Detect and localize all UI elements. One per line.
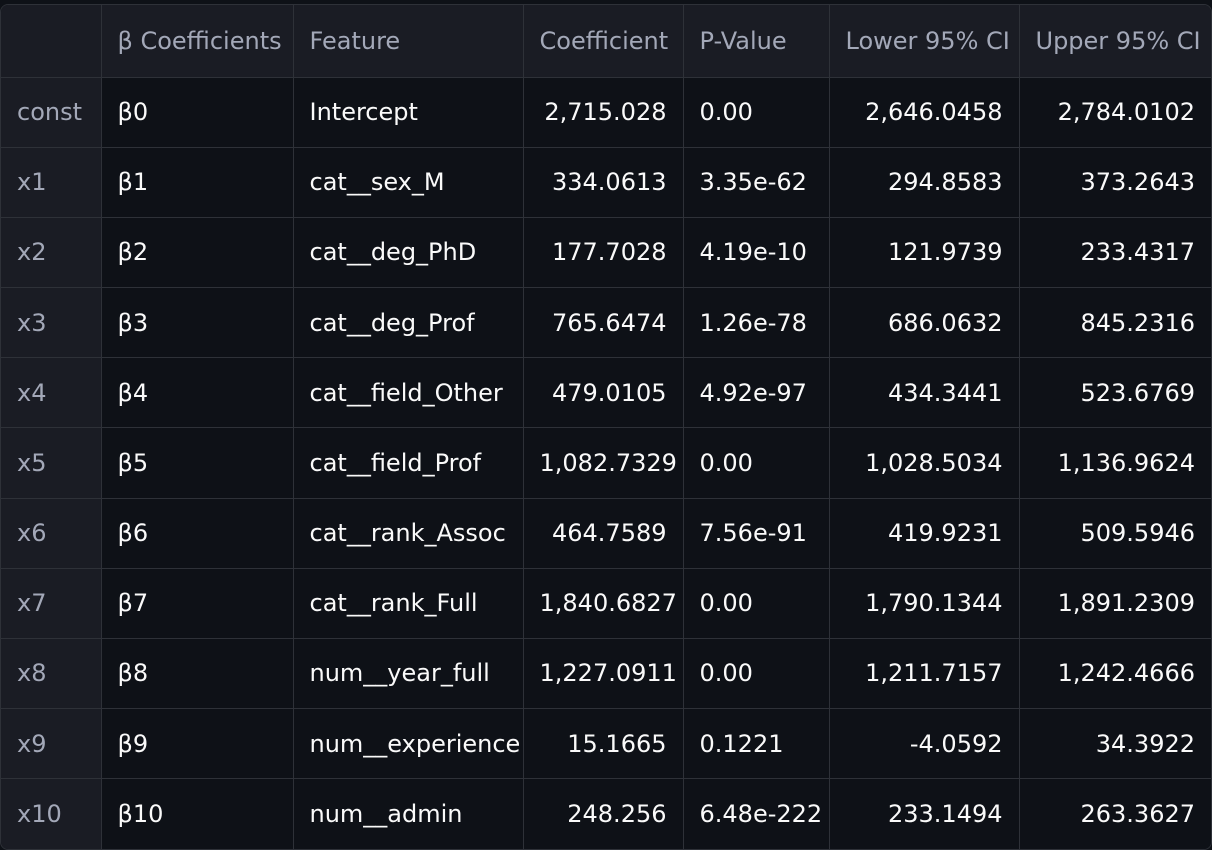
feature-cell[interactable]: cat__deg_PhD bbox=[293, 217, 524, 289]
p-value-cell[interactable]: 0.00 bbox=[683, 77, 830, 148]
feature-cell[interactable]: num__year_full bbox=[293, 638, 524, 710]
table-row: x1 β1 cat__sex_M 334.0613 3.35e-62 294.8583 37… bbox=[1, 147, 1211, 218]
table-row: x6 β6 cat__rank_Assoc 464.7589 7.56e-91 419.9… bbox=[1, 498, 1211, 569]
beta-cell[interactable]: β2 bbox=[101, 217, 294, 289]
coefficients-table-container: β Coefficients Feature Coefficient P-Val… bbox=[0, 4, 1212, 850]
p-value-cell[interactable]: 0.1221 bbox=[683, 708, 830, 780]
upper-ci-cell[interactable]: 233.4317 bbox=[1019, 217, 1211, 289]
p-value-cell[interactable]: 7.56e-91 bbox=[683, 498, 830, 569]
coefficient-cell[interactable]: 248.256 bbox=[523, 778, 684, 849]
row-index-cell[interactable]: x3 bbox=[1, 287, 102, 359]
lower-ci-cell[interactable]: 1,028.5034 bbox=[829, 427, 1020, 499]
table-header-row: β Coefficients Feature Coefficient P-Val… bbox=[1, 5, 1211, 78]
lower-ci-cell[interactable]: 1,211.7157 bbox=[829, 638, 1020, 710]
row-index-cell[interactable]: x1 bbox=[1, 147, 102, 218]
header-coefficient[interactable]: Coefficient bbox=[523, 5, 684, 78]
p-value-cell[interactable]: 3.35e-62 bbox=[683, 147, 830, 218]
upper-ci-cell[interactable]: 2,784.0102 bbox=[1019, 77, 1211, 148]
lower-ci-cell[interactable]: 294.8583 bbox=[829, 147, 1020, 218]
upper-ci-cell[interactable]: 1,891.2309 bbox=[1019, 568, 1211, 639]
p-value-cell[interactable]: 4.92e-97 bbox=[683, 357, 830, 429]
header-index[interactable] bbox=[1, 5, 102, 78]
feature-cell[interactable]: cat__sex_M bbox=[293, 147, 524, 218]
feature-cell[interactable]: cat__deg_Prof bbox=[293, 287, 524, 359]
p-value-cell[interactable]: 4.19e-10 bbox=[683, 217, 830, 289]
lower-ci-cell[interactable]: 686.0632 bbox=[829, 287, 1020, 359]
beta-cell[interactable]: β3 bbox=[101, 287, 294, 359]
table-row: const β0 Intercept 2,715.028 0.00 2,646.0458 2… bbox=[1, 77, 1211, 148]
header-beta-coefficients[interactable]: β Coefficients bbox=[101, 5, 294, 78]
p-value-cell[interactable]: 0.00 bbox=[683, 427, 830, 499]
feature-cell[interactable]: Intercept bbox=[293, 77, 524, 148]
p-value-cell[interactable]: 0.00 bbox=[683, 568, 830, 639]
beta-cell[interactable]: β4 bbox=[101, 357, 294, 429]
lower-ci-cell[interactable]: -4.0592 bbox=[829, 708, 1020, 780]
coefficients-table: β Coefficients Feature Coefficient P-Val… bbox=[1, 5, 1211, 849]
row-index-cell[interactable]: x7 bbox=[1, 568, 102, 639]
row-index-cell[interactable]: x10 bbox=[1, 778, 102, 849]
table-row: x3 β3 cat__deg_Prof 765.6474 1.26e-78 686.063… bbox=[1, 287, 1211, 359]
feature-cell[interactable]: cat__field_Prof bbox=[293, 427, 524, 499]
upper-ci-cell[interactable]: 34.3922 bbox=[1019, 708, 1211, 780]
header-p-value[interactable]: P-Value bbox=[683, 5, 830, 78]
upper-ci-cell[interactable]: 1,136.9624 bbox=[1019, 427, 1211, 499]
table-row: x4 β4 cat__field_Other 479.0105 4.92e-97 434.… bbox=[1, 357, 1211, 429]
feature-cell[interactable]: num__admin bbox=[293, 778, 524, 849]
header-feature[interactable]: Feature bbox=[293, 5, 524, 78]
row-index-cell[interactable]: const bbox=[1, 77, 102, 148]
beta-cell[interactable]: β9 bbox=[101, 708, 294, 780]
upper-ci-cell[interactable]: 845.2316 bbox=[1019, 287, 1211, 359]
beta-cell[interactable]: β6 bbox=[101, 498, 294, 569]
p-value-cell[interactable]: 0.00 bbox=[683, 638, 830, 710]
row-index-cell[interactable]: x6 bbox=[1, 498, 102, 569]
lower-ci-cell[interactable]: 434.3441 bbox=[829, 357, 1020, 429]
coefficient-cell[interactable]: 1,227.0911 bbox=[523, 638, 684, 710]
p-value-cell[interactable]: 6.48e-222 bbox=[683, 778, 830, 849]
row-index-cell[interactable]: x8 bbox=[1, 638, 102, 710]
p-value-cell[interactable]: 1.26e-78 bbox=[683, 287, 830, 359]
feature-cell[interactable]: cat__rank_Full bbox=[293, 568, 524, 639]
header-upper-ci[interactable]: Upper 95% CI bbox=[1019, 5, 1211, 78]
feature-cell[interactable]: cat__rank_Assoc bbox=[293, 498, 524, 569]
table-row: x2 β2 cat__deg_PhD 177.7028 4.19e-10 121.9739… bbox=[1, 217, 1211, 289]
beta-cell[interactable]: β8 bbox=[101, 638, 294, 710]
lower-ci-cell[interactable]: 1,790.1344 bbox=[829, 568, 1020, 639]
coefficient-cell[interactable]: 1,082.7329 bbox=[523, 427, 684, 499]
coefficient-cell[interactable]: 2,715.028 bbox=[523, 77, 684, 148]
row-index-cell[interactable]: x2 bbox=[1, 217, 102, 289]
upper-ci-cell[interactable]: 1,242.4666 bbox=[1019, 638, 1211, 710]
table-row: x9 β9 num__experience 15.1665 0.1221 -4.0592 3… bbox=[1, 708, 1211, 780]
coefficient-cell[interactable]: 15.1665 bbox=[523, 708, 684, 780]
feature-cell[interactable]: num__experience bbox=[293, 708, 524, 780]
header-lower-ci[interactable]: Lower 95% CI bbox=[829, 5, 1020, 78]
upper-ci-cell[interactable]: 523.6769 bbox=[1019, 357, 1211, 429]
row-index-cell[interactable]: x5 bbox=[1, 427, 102, 499]
feature-cell[interactable]: cat__field_Other bbox=[293, 357, 524, 429]
row-index-cell[interactable]: x4 bbox=[1, 357, 102, 429]
table-row: x10 β10 num__admin 248.256 6.48e-222 233.1494… bbox=[1, 778, 1211, 849]
coefficient-cell[interactable]: 765.6474 bbox=[523, 287, 684, 359]
coefficient-cell[interactable]: 177.7028 bbox=[523, 217, 684, 289]
lower-ci-cell[interactable]: 2,646.0458 bbox=[829, 77, 1020, 148]
coefficient-cell[interactable]: 464.7589 bbox=[523, 498, 684, 569]
beta-cell[interactable]: β10 bbox=[101, 778, 294, 849]
coefficient-cell[interactable]: 334.0613 bbox=[523, 147, 684, 218]
table-row: x5 β5 cat__field_Prof 1,082.7329 0.00 1,028.5… bbox=[1, 427, 1211, 499]
lower-ci-cell[interactable]: 121.9739 bbox=[829, 217, 1020, 289]
beta-cell[interactable]: β0 bbox=[101, 77, 294, 148]
beta-cell[interactable]: β7 bbox=[101, 568, 294, 639]
beta-cell[interactable]: β5 bbox=[101, 427, 294, 499]
upper-ci-cell[interactable]: 373.2643 bbox=[1019, 147, 1211, 218]
coefficient-cell[interactable]: 1,840.6827 bbox=[523, 568, 684, 639]
lower-ci-cell[interactable]: 419.9231 bbox=[829, 498, 1020, 569]
beta-cell[interactable]: β1 bbox=[101, 147, 294, 218]
coefficient-cell[interactable]: 479.0105 bbox=[523, 357, 684, 429]
table-row: x8 β8 num__year_full 1,227.0911 0.00 1,211.71… bbox=[1, 638, 1211, 710]
lower-ci-cell[interactable]: 233.1494 bbox=[829, 778, 1020, 849]
row-index-cell[interactable]: x9 bbox=[1, 708, 102, 780]
upper-ci-cell[interactable]: 509.5946 bbox=[1019, 498, 1211, 569]
table-row: x7 β7 cat__rank_Full 1,840.6827 0.00 1,790.13… bbox=[1, 568, 1211, 639]
upper-ci-cell[interactable]: 263.3627 bbox=[1019, 778, 1211, 849]
